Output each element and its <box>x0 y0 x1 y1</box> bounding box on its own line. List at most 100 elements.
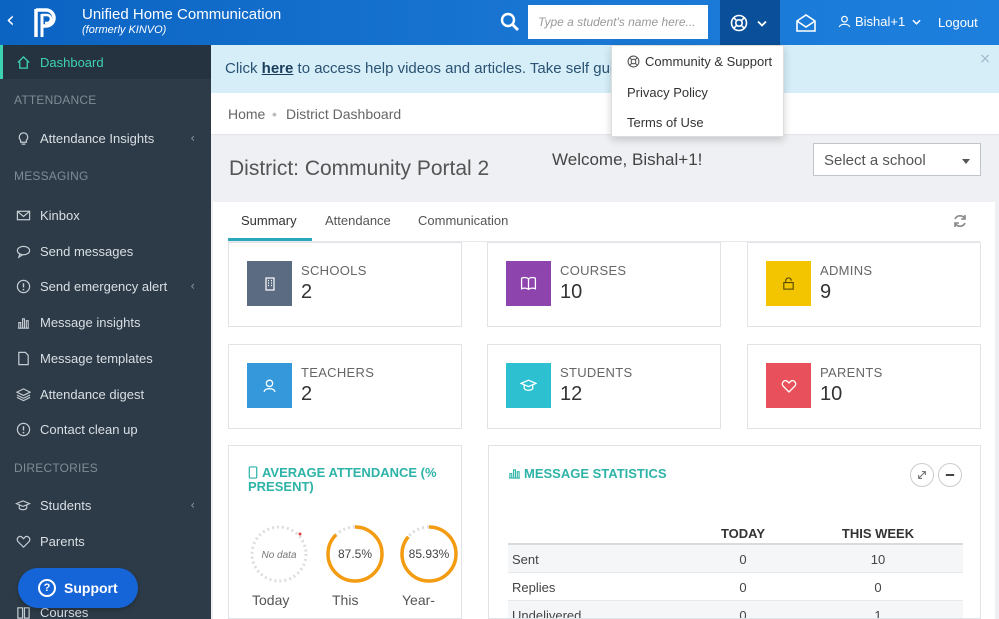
bar-chart-icon <box>14 313 32 331</box>
table-cell: 0 <box>739 580 747 595</box>
school-select-value: Select a school <box>824 152 926 169</box>
message-stats-title-text: MESSAGE STATISTICS <box>524 466 667 481</box>
stat-card-teachers[interactable]: TEACHERS 2 <box>228 344 462 429</box>
gauge-year-to-date: 85.93% <box>400 525 458 583</box>
life-ring-icon <box>627 55 640 68</box>
menu-item-privacy-policy[interactable]: Privacy Policy <box>627 85 708 100</box>
attendance-title-text: AVERAGE ATTENDANCE (% PRESENT) <box>248 465 437 494</box>
sidebar-item-message-templates[interactable]: Message templates <box>0 341 211 375</box>
column-header: THIS WEEK <box>841 526 915 541</box>
support-button-label: Support <box>64 580 118 596</box>
sidebar-item-attendance-insights[interactable]: Attendance Insights ‹ <box>0 121 211 155</box>
stat-card-students[interactable]: STUDENTS 12 <box>487 344 721 429</box>
chevron-left-icon: ‹ <box>190 498 195 512</box>
support-chat-button[interactable]: ? Support <box>18 568 138 608</box>
tab-summary[interactable]: Summary <box>241 213 297 228</box>
graduation-cap-icon <box>14 496 32 514</box>
table-cell: 0 <box>739 552 747 567</box>
stat-card-admins[interactable]: ADMINS 9 <box>747 242 981 327</box>
chevron-down-icon <box>912 19 921 25</box>
table-row: Undelivered 0 1 <box>508 601 963 618</box>
row-label: Replies <box>512 580 556 595</box>
document-icon <box>14 349 32 367</box>
sidebar-item-courses[interactable]: Courses <box>0 595 211 619</box>
collapse-button[interactable] <box>938 463 962 487</box>
sidebar-item-send-emergency-alert[interactable]: Send emergency alert ‹ <box>0 269 211 303</box>
message-statistics-card: MESSAGE STATISTICS TODAY THIS WEEK Sent … <box>488 445 981 619</box>
sidebar-item-label: Send messages <box>40 243 134 259</box>
banner-text-after: to access help videos and articles. Take… <box>293 60 639 77</box>
stat-label: TEACHERS <box>301 365 375 380</box>
book-icon <box>506 261 551 306</box>
message-stats-table: TODAY THIS WEEK Sent 0 10 Replies 0 0 Un… <box>508 519 963 618</box>
banner-text-before: Click <box>225 60 262 77</box>
menu-item-terms-of-use[interactable]: Terms of Use <box>627 115 704 130</box>
stat-label: ADMINS <box>820 263 873 278</box>
sidebar-item-parents[interactable]: Parents <box>0 524 211 558</box>
table-cell: 0 <box>874 580 882 595</box>
stat-label: SCHOOLS <box>301 263 367 278</box>
tab-attendance[interactable]: Attendance <box>325 213 391 228</box>
gauge-value: No data <box>261 550 296 561</box>
refresh-icon[interactable] <box>952 213 968 229</box>
app-logo[interactable] <box>33 7 61 39</box>
caret-down-icon <box>962 159 970 164</box>
sidebar-item-contact-clean-up[interactable]: Contact clean up <box>0 412 211 446</box>
chevron-left-icon: ‹ <box>190 131 195 145</box>
chevron-down-icon <box>757 20 767 27</box>
student-search-input[interactable] <box>528 5 708 39</box>
user-icon <box>838 15 851 28</box>
stat-card-parents[interactable]: PARENTS 10 <box>747 344 981 429</box>
close-icon[interactable]: × <box>979 51 991 67</box>
gauge-label: Today <box>252 592 290 608</box>
tab-communication[interactable]: Communication <box>418 213 509 228</box>
stat-card-courses[interactable]: COURSES 10 <box>487 242 721 327</box>
stat-label: STUDENTS <box>560 365 633 380</box>
sidebar-item-label: Kinbox <box>40 207 80 223</box>
school-select[interactable]: Select a school <box>813 143 981 176</box>
sidebar-item-kinbox[interactable]: Kinbox <box>0 198 211 232</box>
sidebar-item-students[interactable]: Students ‹ <box>0 488 211 522</box>
inbox-icon[interactable] <box>795 12 817 34</box>
gauge-value: 87.5% <box>338 547 372 561</box>
expand-button[interactable] <box>910 463 934 487</box>
gauge-value: 85.93% <box>409 547 450 561</box>
stat-value: 10 <box>820 383 843 405</box>
breadcrumb: Home • District Dashboard <box>211 93 999 135</box>
home-icon <box>14 53 32 71</box>
logout-link[interactable]: Logout <box>938 15 978 30</box>
user-name: Bishal+1 <box>855 14 906 29</box>
row-label: Sent <box>512 552 539 567</box>
chevron-left-icon: ‹ <box>190 279 195 293</box>
sidebar-item-label: Students <box>40 497 92 513</box>
tabs-divider <box>228 241 980 242</box>
sidebar-item-label: Message templates <box>40 350 153 366</box>
welcome-message: Welcome, Bishal+1! <box>552 150 703 169</box>
table-row: Sent 0 10 <box>508 545 963 573</box>
gauge-label: This <box>332 592 359 608</box>
stat-card-schools[interactable]: SCHOOLS 2 <box>228 242 462 327</box>
sidebar-item-send-messages[interactable]: Send messages <box>0 234 211 268</box>
breadcrumb-separator: • <box>272 106 277 122</box>
stat-value: 10 <box>560 281 583 303</box>
user-menu-button[interactable]: Bishal+1 <box>838 14 921 29</box>
table-row: Replies 0 0 <box>508 573 963 601</box>
menu-item-community-support[interactable]: Community & Support <box>627 54 772 69</box>
back-chevron-icon[interactable]: ‹ <box>6 8 15 33</box>
sidebar-item-message-insights[interactable]: Message insights <box>0 305 211 339</box>
sidebar-item-attendance-digest[interactable]: Attendance digest <box>0 377 211 411</box>
sidebar-item-dashboard[interactable]: Dashboard <box>0 45 211 79</box>
gauge-this-week: 87.5% <box>326 525 384 583</box>
breadcrumb-home[interactable]: Home <box>228 106 266 122</box>
heart-icon <box>14 532 32 550</box>
search-icon[interactable] <box>500 12 520 32</box>
help-link[interactable]: here <box>261 60 294 77</box>
section-header-messaging: MESSAGING <box>14 169 89 183</box>
sidebar-item-label: Send emergency alert <box>40 278 168 294</box>
support-menu-button[interactable] <box>720 0 780 45</box>
stat-value: 9 <box>820 281 832 303</box>
minus-icon <box>945 474 955 476</box>
sidebar-item-label: Attendance digest <box>40 386 145 402</box>
gauge-today: No data <box>250 525 308 583</box>
section-header-directories: DIRECTORIES <box>14 461 98 475</box>
